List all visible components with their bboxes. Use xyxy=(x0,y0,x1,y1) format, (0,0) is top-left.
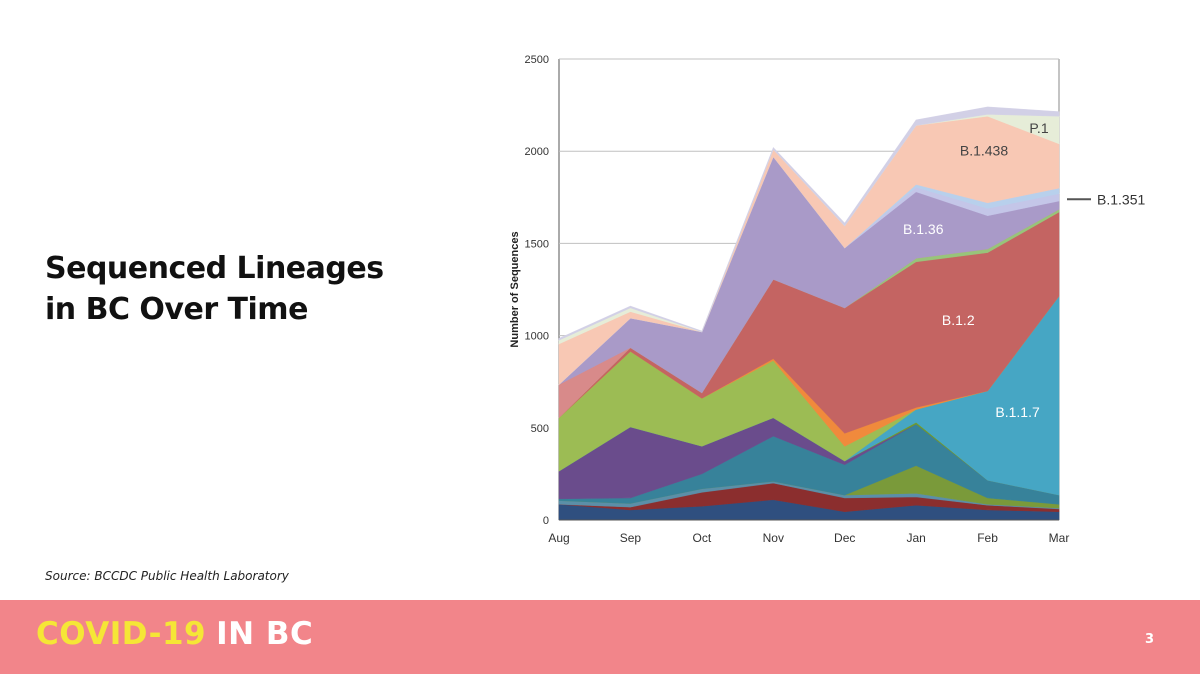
x-tick-label-aug: Aug xyxy=(548,531,569,545)
lineage-stacked-area-chart: 0 500 1000 1500 2000 2500 Aug Sep Oct Nov Dec Jan Fe… xyxy=(500,40,1180,560)
slide-title-line-2: in BC Over Time xyxy=(45,292,308,327)
y-tick-label-1000: 1000 xyxy=(525,331,549,343)
y-tick-label-2500: 2500 xyxy=(525,54,549,66)
y-tick-label-500: 500 xyxy=(531,423,549,435)
x-tick-label-dec: Dec xyxy=(834,531,855,545)
annotation-b-1-351: B.1.351 xyxy=(1097,191,1145,207)
slide-title: Sequenced Lineages in BC Over Time xyxy=(45,248,465,330)
slide-title-line-1: Sequenced Lineages xyxy=(45,251,384,286)
x-tick-label-sep: Sep xyxy=(620,531,642,545)
annotation-b-1-2: B.1.2 xyxy=(942,312,975,328)
annotation-b-1-438: B.1.438 xyxy=(960,143,1008,159)
annotation-b-1-36: B.1.36 xyxy=(903,221,944,237)
y-axis-label: Number of Sequences xyxy=(509,231,521,347)
x-tick-label-oct: Oct xyxy=(693,531,712,545)
y-tick-label-0: 0 xyxy=(543,515,549,527)
annotation-p-1: P.1 xyxy=(1029,120,1048,136)
source-note: Source: BCCDC Public Health Laboratory xyxy=(45,569,289,583)
page-number: 3 xyxy=(1144,632,1154,647)
brand-logo: COVID-19 IN BC xyxy=(36,616,313,652)
brand-logo-part-2: IN BC xyxy=(216,616,314,652)
y-tick-label-2000: 2000 xyxy=(525,146,549,158)
x-tick-label-mar: Mar xyxy=(1049,531,1070,545)
x-tick-label-jan: Jan xyxy=(906,531,925,545)
x-tick-label-nov: Nov xyxy=(763,531,784,545)
brand-logo-part-1: COVID-19 xyxy=(36,616,207,652)
y-tick-label-1500: 1500 xyxy=(525,238,549,250)
chart-svg: 0 500 1000 1500 2000 2500 Aug Sep Oct Nov Dec Jan Fe… xyxy=(509,54,1145,545)
x-tick-label-feb: Feb xyxy=(977,531,998,545)
area-series-19 xyxy=(558,106,1060,341)
annotation-b-1-1-7: B.1.1.7 xyxy=(995,404,1040,420)
footer-bar: COVID-19 IN BC 3 xyxy=(0,600,1200,674)
